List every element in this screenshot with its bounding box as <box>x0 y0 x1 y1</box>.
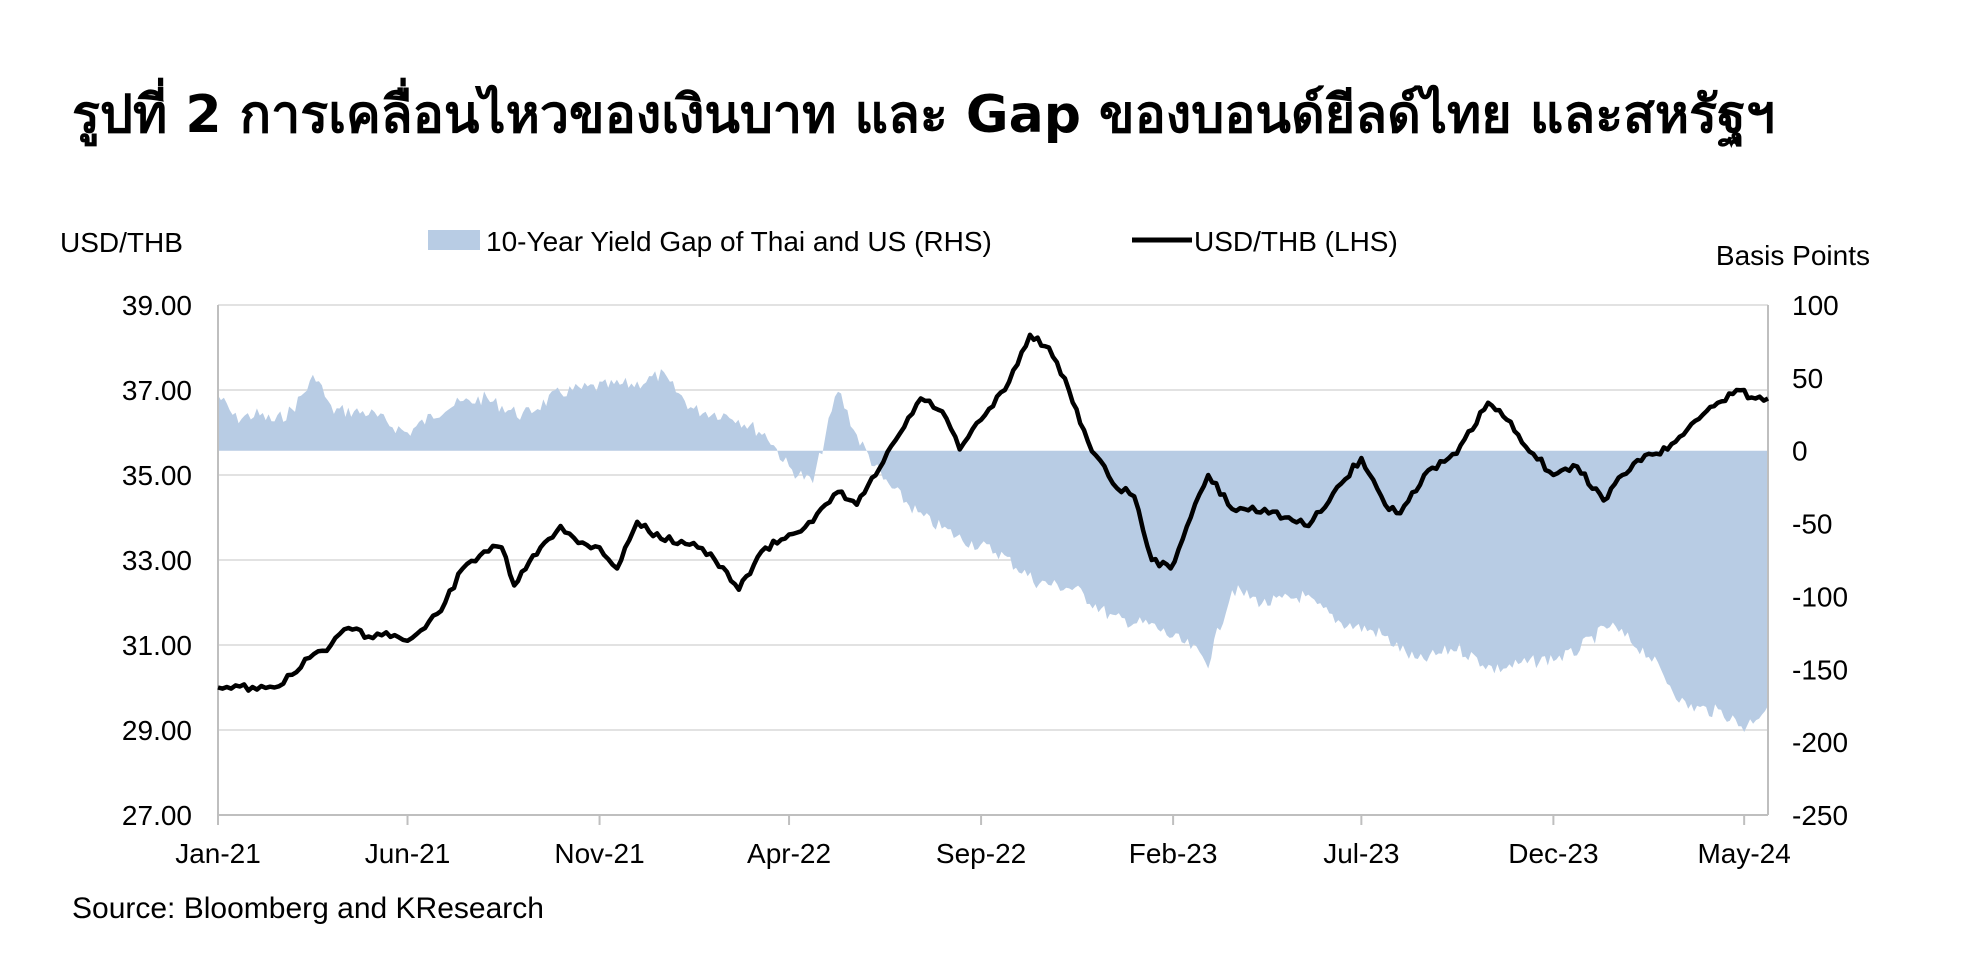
x-tick-label: Jun-21 <box>365 838 451 869</box>
right-tick-label: 100 <box>1792 290 1839 321</box>
right-tick-label: -200 <box>1792 727 1848 758</box>
legend-swatch-yield-gap <box>428 230 480 250</box>
left-tick-label: 39.00 <box>122 290 192 321</box>
source-note: Source: Bloomberg and KResearch <box>72 892 544 925</box>
left-axis-title: USD/THB <box>60 227 183 258</box>
x-tick-label: Feb-23 <box>1129 838 1218 869</box>
right-tick-label: -150 <box>1792 654 1848 685</box>
right-tick-label: -50 <box>1792 509 1832 540</box>
x-tick-label: Sep-22 <box>936 838 1026 869</box>
x-tick-label: Dec-23 <box>1508 838 1598 869</box>
right-tick-label: -100 <box>1792 581 1848 612</box>
axes <box>217 305 1769 825</box>
legend-label-usd-thb: USD/THB (LHS) <box>1194 226 1398 257</box>
right-tick-label: -250 <box>1792 800 1848 831</box>
right-axis-title: Basis Points <box>1716 240 1870 271</box>
left-tick-label: 27.00 <box>122 800 192 831</box>
usd-thb-line-layer <box>217 332 1770 693</box>
legend: 10-Year Yield Gap of Thai and US (RHS) US… <box>428 226 1398 257</box>
x-tick-label: Nov-21 <box>554 838 644 869</box>
x-tick-label: Apr-22 <box>747 838 831 869</box>
left-tick-label: 35.00 <box>122 460 192 491</box>
yield-gap-area <box>218 369 1768 732</box>
right-tick-label: 0 <box>1792 436 1808 467</box>
right-tick-label: 50 <box>1792 363 1823 394</box>
left-tick-label: 31.00 <box>122 630 192 661</box>
legend-label-yield-gap: 10-Year Yield Gap of Thai and US (RHS) <box>486 226 992 257</box>
left-tick-label: 29.00 <box>122 715 192 746</box>
x-tick-label: May-24 <box>1697 838 1790 869</box>
tick-labels: 39.00 37.00 35.00 33.00 31.00 29.00 27.00 100 50… <box>60 227 1870 869</box>
x-tick-label: Jan-21 <box>175 838 261 869</box>
left-tick-label: 33.00 <box>122 545 192 576</box>
left-tick-label: 37.00 <box>122 375 192 406</box>
x-tick-label: Jul-23 <box>1323 838 1399 869</box>
yield-gap-area-layer <box>218 369 1768 732</box>
chart-title: รูปที่ 2 การเคลื่อนไหวของเงินบาท และ Gap… <box>72 85 1775 145</box>
usd-thb-line <box>217 332 1770 693</box>
